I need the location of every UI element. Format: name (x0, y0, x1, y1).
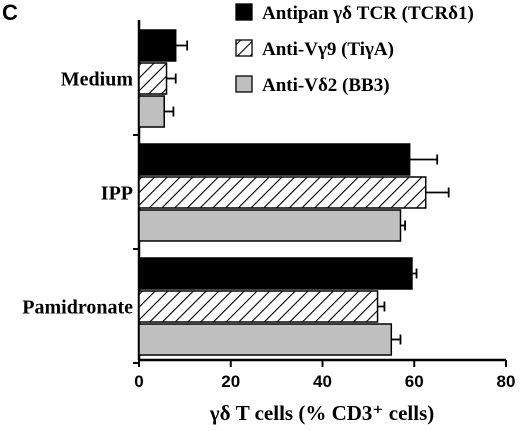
legend: Antipan γδ TCR (TCRδ1) Anti-Vγ9 (TiγA) Ant… (235, 3, 474, 96)
legend-swatch (235, 75, 253, 93)
legend-label: Anti-Vγ9 (TiγA) (262, 39, 394, 60)
bar (138, 209, 402, 242)
category-label: IPP (101, 183, 133, 205)
bar (138, 62, 168, 95)
x-axis-label: γδ T cells (% CD3⁺ cells) (209, 401, 434, 425)
category-label: Medium (61, 69, 134, 91)
bar (138, 143, 411, 176)
legend-label: Anti-Vδ2 (BB3) (262, 75, 390, 96)
x-axis: 0 20 40 60 80 (134, 358, 516, 391)
bar (138, 95, 165, 128)
bar (138, 290, 379, 323)
legend-swatch (235, 39, 253, 57)
x-tick-label: 20 (221, 372, 240, 391)
x-tick-label: 60 (405, 372, 424, 391)
category-label: Pamidronate (22, 297, 133, 319)
x-tick-label: 0 (134, 372, 143, 391)
bar (138, 257, 413, 290)
x-tick-label: 80 (497, 372, 516, 391)
bar (138, 323, 393, 356)
bar (138, 176, 427, 209)
x-tick-label: 40 (313, 372, 332, 391)
plot-area: Medium IPP Pamidronate (22, 20, 450, 364)
bar (138, 29, 177, 62)
panel-label: C (2, 0, 18, 25)
legend-label: Antipan γδ TCR (TCRδ1) (262, 3, 474, 24)
legend-swatch (235, 3, 253, 21)
